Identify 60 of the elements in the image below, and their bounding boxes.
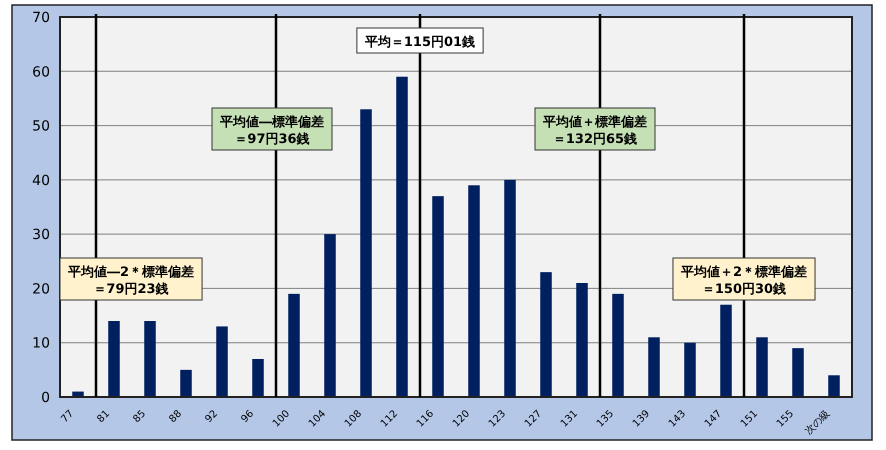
annotation: ＝150円30銭 (702, 282, 786, 297)
x-tick-label: 次の級 (803, 408, 832, 438)
annotation: 平均値＋標準偏差 (542, 115, 647, 130)
bar (288, 294, 300, 397)
bar (252, 359, 264, 397)
x-tick-label: 139 (630, 408, 652, 430)
bar (504, 180, 516, 397)
bar (684, 342, 696, 397)
x-tick-label: 85 (131, 408, 148, 426)
x-tick-label: 135 (594, 408, 616, 430)
bar (576, 283, 588, 397)
bar (324, 234, 336, 397)
x-tick-label: 77 (59, 408, 76, 426)
bar (108, 321, 120, 397)
y-tick-label: 40 (32, 172, 50, 189)
x-tick-label: 123 (486, 408, 508, 430)
x-tick-label: 92 (203, 408, 220, 426)
x-tick-label: 131 (558, 408, 580, 430)
bar (792, 348, 804, 397)
y-tick-label: 70 (32, 10, 50, 26)
x-tick-label: 116 (414, 408, 436, 430)
y-tick-label: 30 (32, 227, 50, 244)
y-tick-label: 60 (32, 64, 50, 80)
x-tick-label: 151 (738, 408, 760, 430)
bar (180, 370, 192, 397)
x-tick-label: 96 (239, 408, 256, 426)
annotation: ＝97円36銭 (234, 132, 310, 147)
y-tick-label: 0 (41, 390, 50, 406)
x-tick-label: 143 (666, 408, 688, 430)
x-tick-label: 81 (95, 408, 112, 426)
x-tick-label: 155 (774, 408, 796, 430)
bar (828, 375, 840, 397)
x-tick-label: 104 (306, 408, 328, 430)
bar (648, 337, 660, 397)
bar (360, 109, 372, 397)
x-tick-label: 108 (342, 408, 364, 430)
annotation: 平均値＋2＊標準偏差 (680, 265, 808, 280)
y-tick-label: 10 (32, 336, 50, 352)
bar (720, 304, 732, 397)
y-tick-label: 20 (32, 281, 50, 298)
x-tick-label: 120 (450, 408, 472, 430)
x-tick-label: 147 (702, 408, 724, 430)
x-tick-label: 127 (522, 408, 544, 430)
y-tick-label: 50 (32, 118, 50, 135)
bar (216, 326, 228, 397)
annotation: ＝132円65銭 (552, 132, 638, 147)
annotation: ＝79円23銭 (93, 282, 169, 297)
x-tick-label: 88 (167, 408, 184, 426)
annotation: 平均値―標準偏差 (219, 115, 324, 130)
annotation: 平均値―2＊標準偏差 (67, 265, 194, 280)
bar (144, 321, 156, 397)
bar (432, 196, 444, 397)
bar (468, 185, 480, 397)
bar (396, 76, 408, 397)
annotation: 平均＝115円01銭 (364, 35, 476, 50)
bar (756, 337, 768, 397)
x-tick-label: 100 (270, 408, 292, 430)
bar (540, 272, 552, 397)
bar (612, 294, 624, 397)
x-tick-label: 112 (378, 408, 400, 430)
